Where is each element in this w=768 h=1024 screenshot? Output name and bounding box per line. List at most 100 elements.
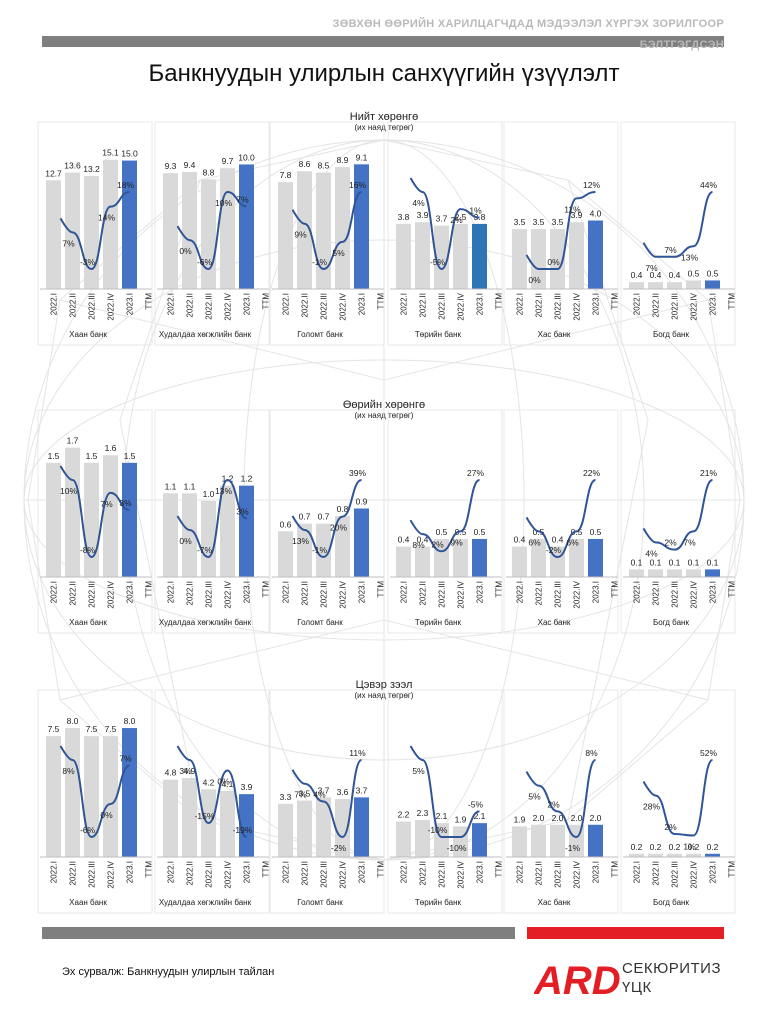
bar-value-label: 3.5: [533, 217, 545, 227]
bar-value-label: 2.5: [455, 212, 467, 222]
category-tick-label: ТТМ: [145, 293, 154, 310]
bar-value-label: 0.2: [688, 842, 700, 852]
growth-line: [176, 190, 247, 271]
bank-name-label: Төрийн банк: [415, 898, 462, 907]
bar-value-label: 0.4: [552, 535, 564, 545]
growth-label: 0%: [179, 536, 192, 546]
bar: [220, 485, 235, 577]
category-tick-label: 2022.IV: [224, 292, 233, 320]
panel-frame: [154, 121, 270, 346]
growth-label: -6%: [197, 257, 213, 267]
panel-frame: [269, 121, 385, 346]
bar-value-label: 0.4: [417, 535, 429, 545]
category-tick-label: ТТМ: [377, 293, 386, 310]
bank-name-label: Төрийн банк: [415, 330, 462, 339]
bar: [354, 508, 369, 577]
bar-value-label: 1.9: [455, 814, 467, 824]
bar: [667, 853, 682, 857]
growth-label: -15%: [195, 811, 215, 821]
bank-name-label: Хас банк: [538, 618, 571, 627]
category-tick-label: ТТМ: [377, 581, 386, 598]
bar: [686, 853, 701, 857]
bottom-red-bar: [527, 927, 724, 939]
category-tick-label: 2023.I: [476, 293, 485, 315]
top-gray-bar: [42, 36, 724, 47]
growth-label: 8%: [412, 540, 425, 550]
bar: [65, 172, 80, 289]
category-tick-label: 2022.I: [633, 293, 642, 315]
category-tick-label: 2022.I: [516, 861, 525, 883]
bar-value-label: 2.1: [474, 811, 486, 821]
bar-value-label: 7.5: [105, 724, 117, 734]
bar-value-label: 8.5: [318, 161, 330, 171]
bar: [316, 172, 331, 289]
bank-panel: 0.1 0.1 0.1 0.1 0.14%2% 7%21%2022.I 2022.II 202…: [620, 409, 737, 634]
growth-label: -2%: [331, 843, 347, 853]
bank-panel: 0.6 0.7 0.7 0.8 0.9 13%-1% 20% 39% 2022.I 2022.II…: [269, 409, 386, 634]
growth-label: -10%: [428, 825, 448, 835]
bar: [531, 538, 546, 577]
bar-value-label: 8.8: [203, 167, 215, 177]
category-tick-label: 2022.III: [554, 861, 563, 888]
category-tick-label: 2022.IV: [573, 580, 582, 608]
growth-line: [59, 191, 130, 271]
bar: [65, 728, 80, 857]
category-tick-label: ТТМ: [611, 581, 620, 598]
bar-value-label: 9.1: [356, 152, 368, 162]
category-tick-label: 2022.I: [167, 293, 176, 315]
bar-value-label: 3.5: [552, 217, 564, 227]
bar-value-label: 0.1: [688, 557, 700, 567]
bar: [122, 728, 137, 857]
growth-label: 9%: [294, 230, 307, 240]
growth-label: 2%: [431, 539, 444, 549]
bank-name-label: Хас банк: [538, 898, 571, 907]
growth-line: [59, 465, 130, 559]
bar-value-label: 8.0: [67, 716, 79, 726]
growth-label: 44%: [700, 180, 717, 190]
bar: [182, 171, 197, 289]
bar-value-label: 3.9: [571, 210, 583, 220]
bar-value-label: 0.4: [669, 270, 681, 280]
bank-name-label: Худалдаа хөгжлийн банк: [159, 330, 252, 339]
growth-label: 3%: [179, 766, 192, 776]
bar: [705, 569, 720, 577]
growth-label: 1%: [683, 842, 696, 852]
bar: [648, 282, 663, 289]
bar-value-label: 0.5: [436, 527, 448, 537]
bar-value-label: 3.5: [299, 789, 311, 799]
growth-label: 7%: [664, 245, 677, 255]
bank-name-label: Хаан банк: [69, 618, 107, 627]
bar-value-label: 0.7: [318, 512, 330, 522]
growth-label: 22%: [583, 468, 600, 478]
bank-panel: 0.4 0.4 0.4 0.5 0.5 7% 7% 13% 44% 2022.I 2022.II 20…: [620, 121, 737, 346]
category-tick-label: 2022.II: [419, 293, 428, 317]
growth-label: -5%: [430, 257, 446, 267]
bar: [103, 455, 118, 577]
bar-value-label: 0.2: [707, 842, 719, 852]
category-tick-label: 2023.I: [243, 861, 252, 883]
bar-value-label: 8.9: [337, 155, 349, 165]
category-tick-label: 2022.III: [438, 861, 447, 888]
bar-value-label: 1.1: [165, 481, 177, 491]
bar-value-label: 7.5: [48, 724, 60, 734]
page-title: Банкнуудын улирлын санхүүгийн үзүүлэлт: [148, 60, 620, 87]
chart-section-3: Цэвэр зээл(их наяд төгрөг)7.58.07.5 7.58.…: [37, 679, 737, 914]
growth-label: 7%: [645, 263, 658, 273]
bank-name-label: Хаан банк: [69, 898, 107, 907]
category-tick-label: ТТМ: [262, 293, 271, 310]
bar: [415, 546, 430, 577]
bank-panel: 7.5 8.0 7.5 7.5 8.0 8% -6% 0% 7% 2022.I 2022.II 202…: [37, 689, 154, 914]
category-tick-label: 2022.II: [419, 861, 428, 885]
growth-label: 10%: [215, 198, 232, 208]
bar-value-label: 3.9: [417, 210, 429, 220]
growth-label: 5%: [332, 248, 345, 258]
bar: [629, 569, 644, 577]
bar: [472, 538, 487, 577]
ard-logo: ARD: [534, 959, 621, 1002]
category-tick-label: 2022.IV: [107, 580, 116, 608]
growth-line: [291, 479, 362, 559]
category-tick-label: 2022.I: [400, 293, 409, 315]
growth-line: [409, 177, 480, 271]
category-tick-label: 2022.III: [205, 861, 214, 888]
logo-text: ARD: [534, 959, 621, 1002]
